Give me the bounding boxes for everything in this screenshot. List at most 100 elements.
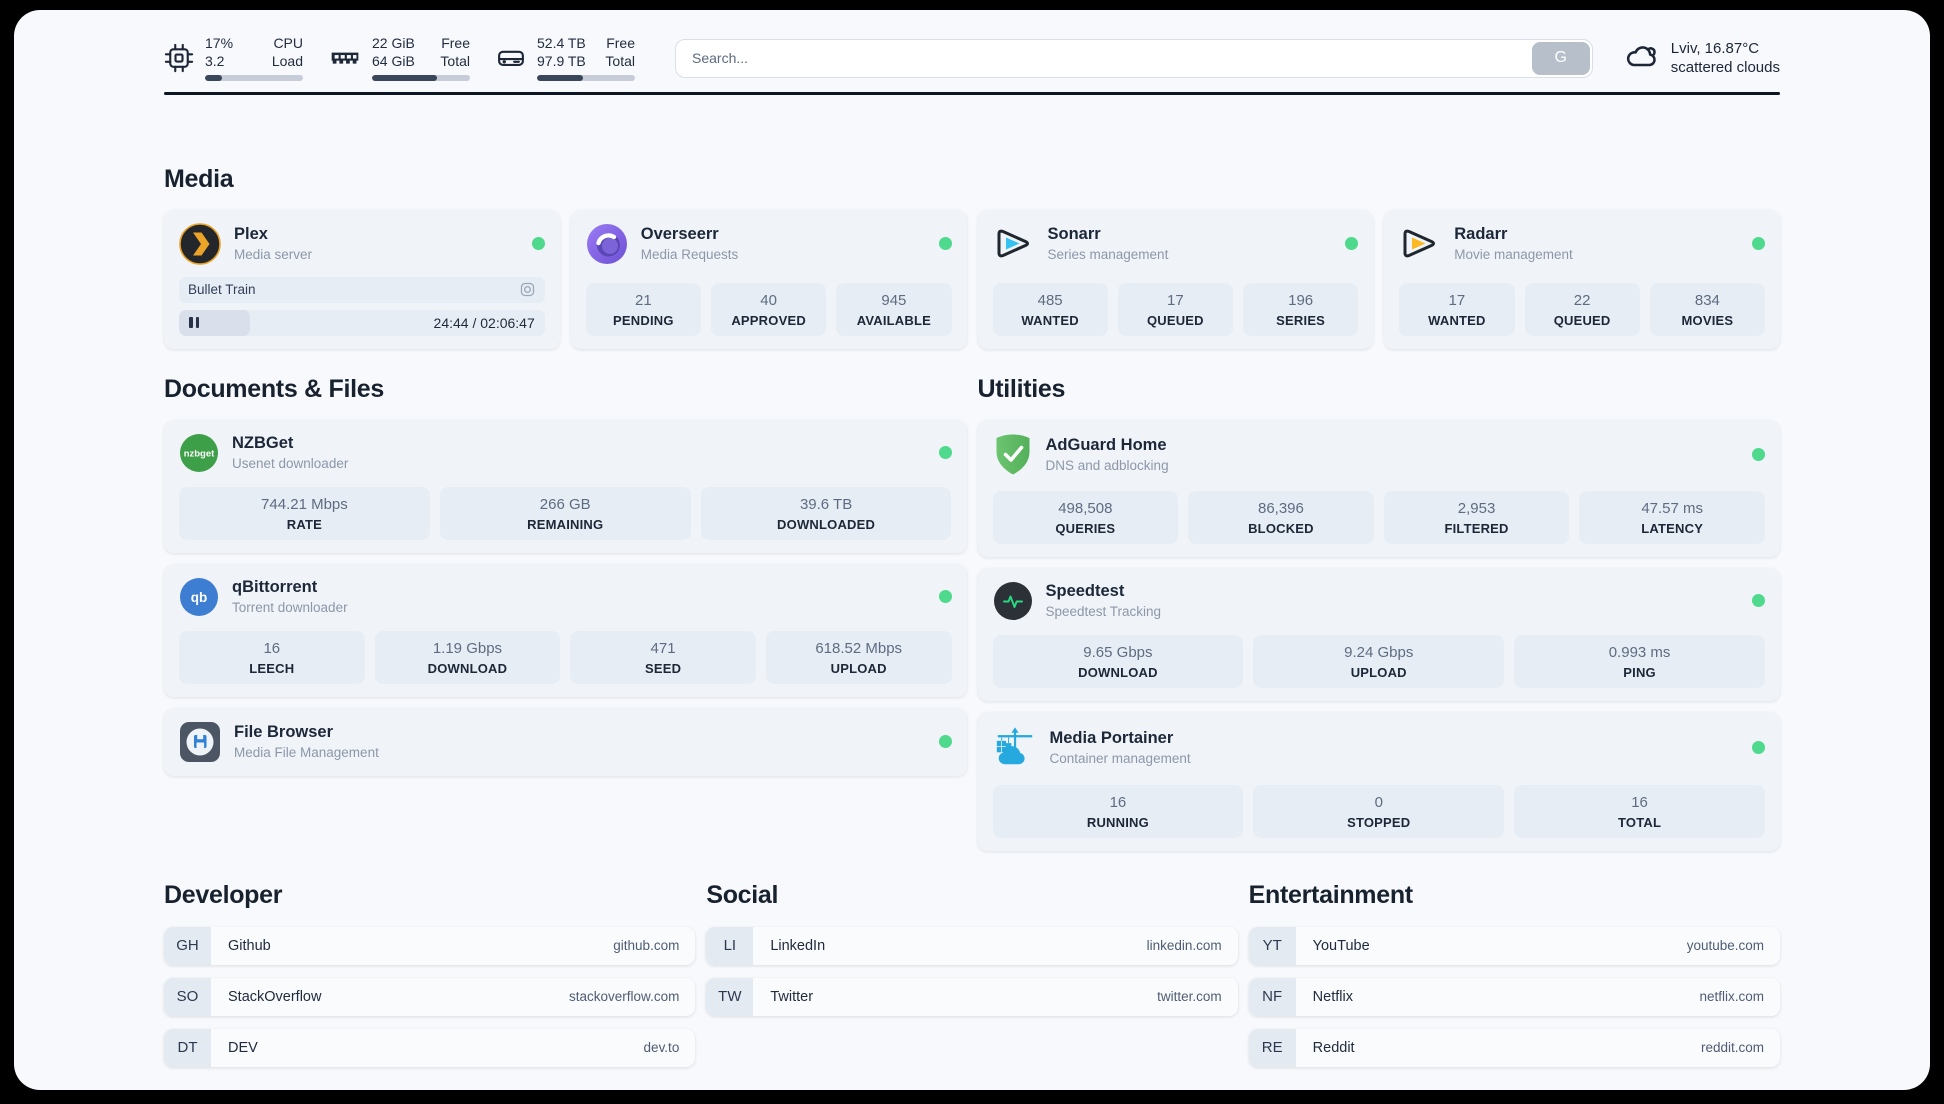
disk-free: 52.4 TB [537,35,586,51]
svg-text:qb: qb [191,590,208,605]
status-online-dot [1752,448,1765,461]
status-online-dot [938,446,952,459]
stat-remaining: 266 GB REMAINING [439,486,691,540]
search-engine-button[interactable]: G [1531,41,1590,75]
status-online-dot [1752,594,1765,607]
app-card-adguard[interactable]: AdGuard Home DNS and adblocking 498,508 Q… [977,419,1780,557]
status-online-dot [531,237,545,250]
nzbget-icon: nzbget [179,433,219,473]
disk-total: 97.9 TB [537,52,586,69]
dashboard: 17% 3.2 CPU Load [14,10,1930,1090]
stat-filtered: 2,953 FILTERED [1383,490,1570,544]
status-online-dot [1345,237,1359,250]
target-icon[interactable] [519,281,536,298]
link-url: dev.to [643,1040,680,1055]
stat-wanted: 17 WANTED [1399,282,1515,336]
link-netflix[interactable]: NF Netflix netflix.com [1248,977,1780,1016]
cpu-usage-widget: 17% 3.2 CPU Load [164,35,303,81]
app-card-sonarr[interactable]: Sonarr Series management 485 WANTED 17 QUE… [977,209,1374,349]
stat-leech: 16 LEECH [179,630,365,684]
filebrowser-icon [179,721,221,763]
memory-label-2: Total [440,52,470,69]
app-card-speedtest[interactable]: Speedtest Speedtest Tracking 9.65 Gbps DO… [977,567,1780,701]
link-linkedin[interactable]: LI LinkedIn linkedin.com [706,926,1238,965]
status-online-dot [938,237,952,250]
app-name: Sonarr [1047,225,1101,243]
link-url: youtube.com [1686,938,1764,953]
link-stackoverflow[interactable]: SO StackOverflow stackoverflow.com [164,977,696,1016]
search-input[interactable] [675,38,1593,78]
pause-icon[interactable] [189,317,199,328]
stat-running: 16 RUNNING [992,784,1244,838]
link-github[interactable]: GH Github github.com [164,926,696,965]
radarr-icon [1399,223,1441,265]
stat-queued: 22 QUEUED [1524,282,1640,336]
stat-upload: 618.52 Mbps UPLOAD [765,630,952,684]
app-card-portainer[interactable]: Media Portainer Container management 16 R… [977,711,1780,851]
app-card-overseerr[interactable]: Overseerr Media Requests 21 PENDING 40 APP… [570,209,967,349]
link-name: Twitter [770,988,814,1005]
cpu-icon [164,43,194,73]
cpu-label-2: Load [271,52,303,69]
disk-usage-widget: 52.4 TB 97.9 TB Free Total [496,35,635,81]
topbar: 17% 3.2 CPU Load [164,10,1780,86]
link-dev[interactable]: DT DEV dev.to [164,1028,696,1067]
section-title-developer: Developer [164,880,283,909]
app-name: Radarr [1454,225,1508,243]
playback-progress-bar[interactable]: 24:44 / 02:06:47 [179,309,545,336]
app-name: Plex [234,225,268,243]
now-playing-bar[interactable]: Bullet Train [179,276,545,303]
link-abbrev: RE [1248,1028,1296,1067]
stat-download: 1.19 Gbps DOWNLOAD [374,630,561,684]
adguard-icon [993,433,1033,477]
link-youtube[interactable]: YT YouTube youtube.com [1248,926,1780,965]
stat-movies: 834 MOVIES [1649,282,1765,336]
media-card-grid: Plex Media server Bullet Train 24:44 / 0… [164,209,1780,349]
link-url: twitter.com [1157,989,1222,1004]
memory-usage-widget: 22 GiB 64 GiB Free Total [329,35,470,81]
status-online-dot [938,735,952,748]
documents-column: Documents & Files nzbget NZBGet U [164,375,967,851]
app-subtitle: Usenet downloader [232,456,349,471]
cpu-label-1: CPU [273,35,303,51]
app-card-plex[interactable]: Plex Media server Bullet Train 24:44 / 0… [164,209,560,349]
stat-upload: 9.24 Gbps UPLOAD [1253,634,1505,688]
memory-icon [329,42,361,74]
memory-total: 64 GiB [372,52,415,69]
qbittorrent-icon: qb [179,577,219,617]
stat-ping: 0.993 ms PING [1514,634,1765,688]
link-name: Github [228,937,271,954]
app-card-filebrowser[interactable]: File Browser Media File Management [164,707,967,776]
link-name: YouTube [1312,937,1370,954]
link-twitter[interactable]: TW Twitter twitter.com [706,977,1238,1016]
stat-blocked: 86,396 BLOCKED [1188,490,1374,544]
disk-label-1: Free [606,35,635,51]
topbar-divider [164,92,1780,95]
app-subtitle: Media File Management [234,745,379,760]
app-card-radarr[interactable]: Radarr Movie management 17 WANTED 22 QUEUE… [1384,209,1780,349]
app-subtitle: DNS and adblocking [1045,458,1169,473]
sonarr-icon [993,223,1035,265]
cloud-icon [1623,38,1659,79]
now-playing-title: Bullet Train [188,282,256,297]
app-subtitle: Movie management [1454,247,1573,262]
section-title-entertainment: Entertainment [1248,880,1413,909]
app-name: qBittorrent [232,578,318,596]
section-title-social: Social [706,880,779,909]
app-card-nzbget[interactable]: nzbget NZBGet Usenet downloader 744.21 M… [164,419,967,553]
app-subtitle: Series management [1047,247,1169,262]
stat-downloaded: 39.6 TB DOWNLOADED [700,486,952,540]
app-name: NZBGet [232,434,294,452]
stat-seed: 471 SEED [570,630,756,684]
link-name: Reddit [1312,1039,1355,1056]
app-name: AdGuard Home [1045,436,1167,454]
svg-text:nzbget: nzbget [184,448,215,459]
cpu-percent: 17% [205,35,234,51]
stat-stopped: 0 STOPPED [1253,784,1505,838]
status-online-dot [1752,741,1765,754]
link-reddit[interactable]: RE Reddit reddit.com [1248,1028,1780,1067]
link-url: github.com [613,938,680,953]
app-card-qbittorrent[interactable]: qb qBittorrent Torrent downloader 16 LEEC… [164,563,967,697]
link-abbrev: NF [1248,977,1296,1016]
status-online-dot [938,590,952,603]
